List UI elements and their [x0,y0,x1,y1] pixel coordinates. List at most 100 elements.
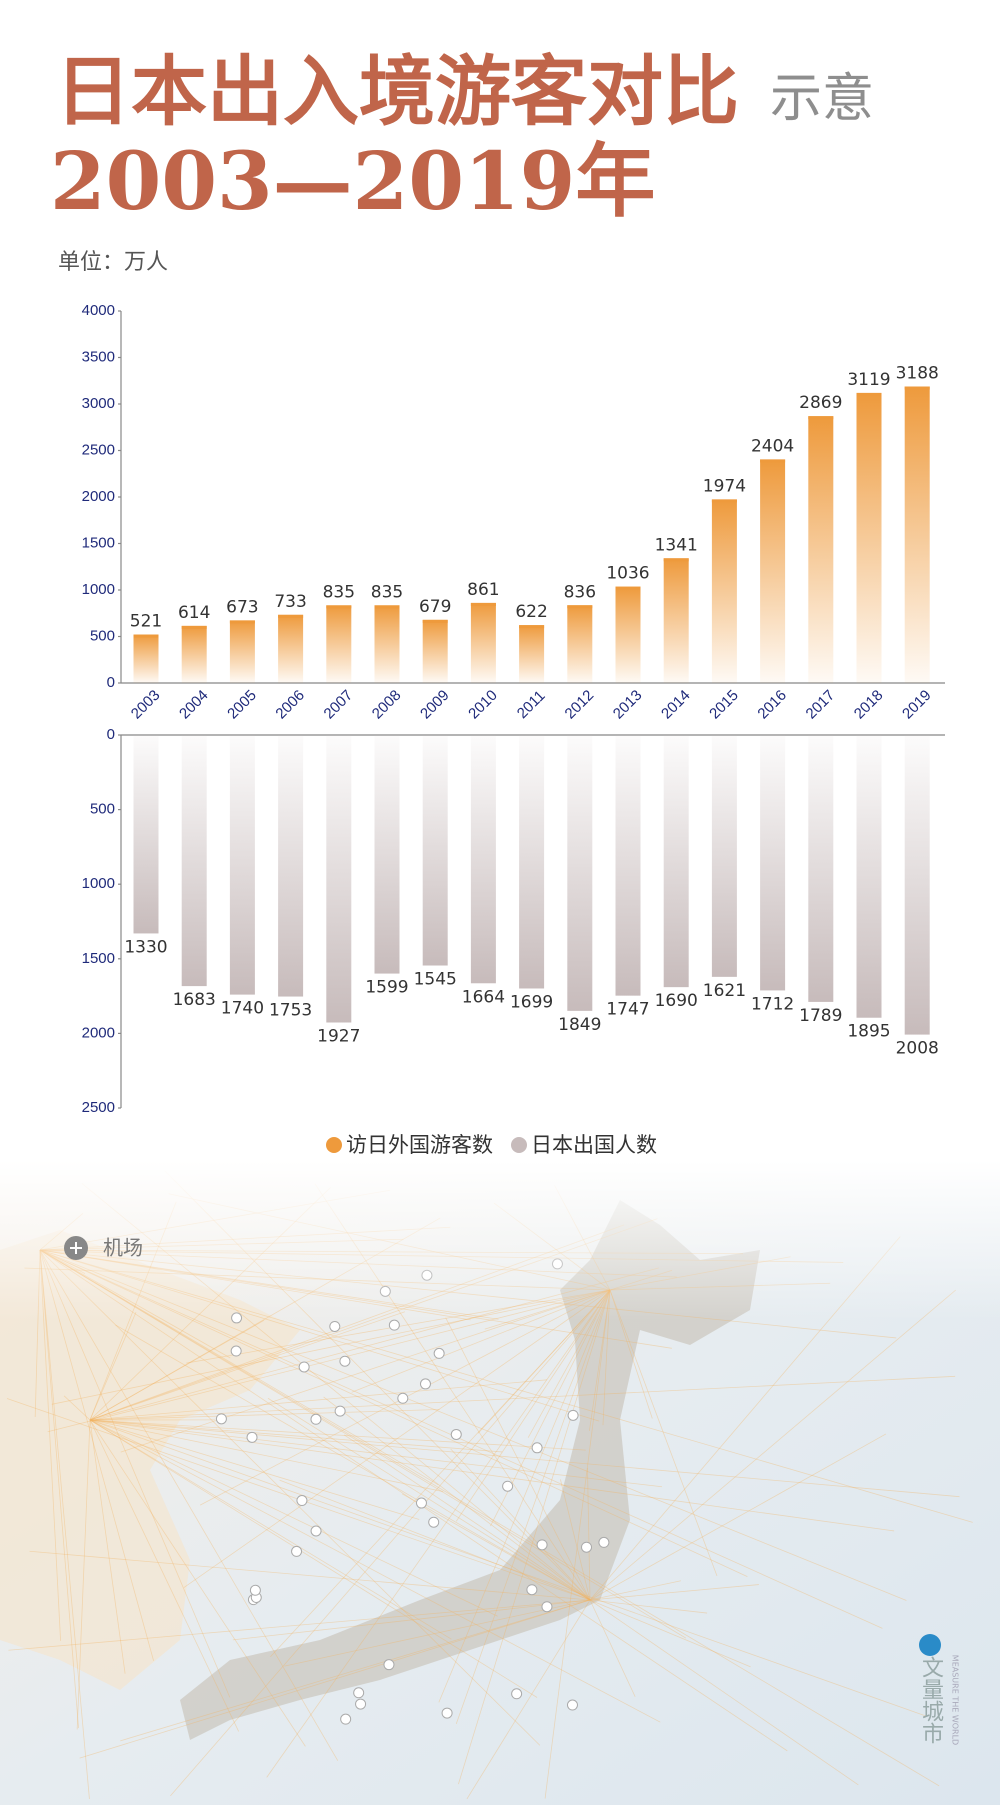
y-tick-label: 3500 [82,348,115,365]
y-tick-label: 2000 [82,1024,115,1041]
legend-marker [511,1137,527,1153]
bar-cap [374,605,400,609]
x-tick-label: 2008 [369,687,405,723]
x-tick-label: 2013 [610,687,646,723]
y-tick-label: 1000 [82,581,115,598]
bar [615,735,641,996]
bar [470,602,496,683]
value-label: 861 [467,580,499,600]
x-tick-label: 2014 [658,687,694,723]
bar-cap [808,416,834,420]
bar [278,614,304,683]
bar [181,625,207,683]
bar-cap [760,459,786,463]
title-years: 2003—2019年 [50,134,655,228]
x-tick-label: 2012 [562,687,598,723]
bar [615,586,641,683]
x-tick-label: 2007 [321,687,357,723]
value-label: 2869 [799,393,842,413]
x-tick-label: 2009 [417,687,453,723]
x-tick-label: 2006 [272,687,308,723]
value-label: 835 [323,582,355,602]
bar [470,735,496,984]
brand-name: 文量城市 [918,1656,944,1744]
value-label: 1621 [703,981,746,1001]
bar-cap [470,602,496,606]
bar [567,605,593,683]
x-tick-label: 2011 [514,687,549,722]
bar [711,499,737,683]
x-tick-label: 2019 [899,687,935,723]
y-tick-label: 2000 [82,488,115,505]
map-fade [0,1160,1000,1805]
value-label: 1747 [606,1000,649,1020]
airport-icon-plane [70,1242,82,1254]
bar [133,634,159,683]
bar [326,605,352,683]
bar-cap [422,619,448,623]
bar [760,735,786,991]
value-label: 2404 [751,436,794,456]
bar-cap [326,605,352,609]
value-label: 1664 [462,987,505,1007]
y-tick-label: 4000 [82,302,115,319]
bar-cap [904,386,930,390]
value-label: 622 [515,602,547,622]
x-tick-label: 2005 [224,687,260,723]
y-tick-label: 2500 [82,441,115,458]
value-label: 3188 [896,364,939,384]
bar-cap [663,558,689,562]
subtitle: 示意 [770,69,874,129]
brand-sub: MEASURE THE WORLD [951,1655,960,1745]
legend-marker [326,1137,342,1153]
unit-label: 单位：万人 [58,250,168,275]
chart: 0 500 1000 1500 2000 2500 3000 3500 4000 521 614 67… [82,302,945,1157]
bar [904,735,930,1035]
bar-cap [133,634,159,638]
brand-logo [919,1634,941,1656]
bar [808,416,834,683]
value-label: 1699 [510,992,553,1012]
y-tick-label: 1500 [82,950,115,967]
bar [856,735,882,1018]
bar [567,735,593,1011]
value-label: 1330 [124,937,167,957]
bar [374,735,400,974]
bar [711,735,737,977]
value-label: 679 [419,597,451,617]
x-tick-label: 2004 [176,687,212,723]
value-label: 835 [371,582,403,602]
value-label: 521 [130,612,162,632]
bar [278,735,304,997]
x-tick-label: 2017 [803,687,839,723]
legend-label: 日本出国人数 [531,1133,657,1157]
bar-cap [567,605,593,609]
y-tick-label: 500 [90,627,115,644]
bar-cap [856,392,882,396]
map-background: 机场 文量城市 MEASURE THE WORLD [0,1160,1000,1805]
value-label: 1974 [703,476,746,496]
bar [856,392,882,683]
bar [326,735,352,1023]
bar [519,625,545,683]
bar [229,735,255,995]
y-tick-label: 500 [90,801,115,818]
value-label: 1895 [847,1022,890,1042]
value-label: 733 [274,592,306,612]
bar [808,735,834,1002]
x-tick-label: 2010 [465,687,501,723]
y-tick-label: 2500 [82,1099,115,1116]
value-label: 2008 [896,1039,939,1059]
value-label: 3119 [847,370,890,390]
bar [422,619,448,683]
x-tick-label: 2015 [706,687,742,723]
bar-cap [519,625,545,629]
bar [760,459,786,683]
value-label: 1690 [655,991,698,1011]
bar-cap [615,586,641,590]
bar [181,735,207,987]
value-label: 1036 [606,564,649,584]
y-tick-label: 1000 [82,875,115,892]
bar [663,735,689,988]
